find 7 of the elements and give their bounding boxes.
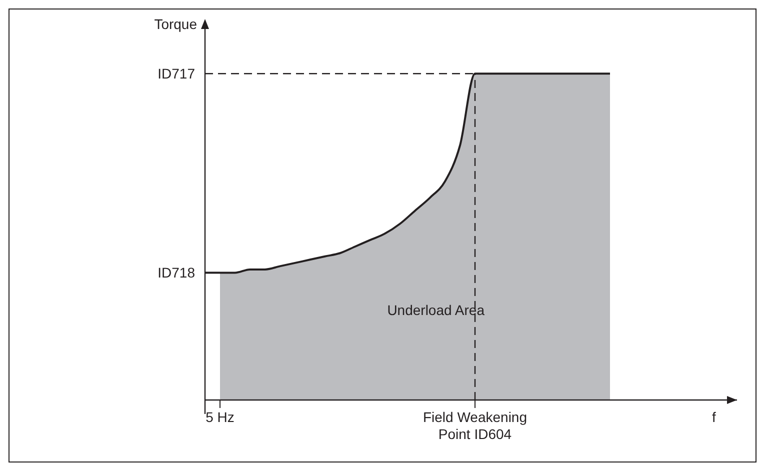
y-axis-title: Torque (154, 16, 198, 32)
x-tick-label: Field Weakening Point ID604 (422, 409, 528, 442)
text: ID718 (158, 264, 196, 281)
ref-line-label: ID717 (158, 66, 196, 82)
text: f (712, 409, 716, 425)
x-tick-label: 5 Hz (206, 409, 234, 425)
annotation: Underload Area (387, 302, 485, 318)
